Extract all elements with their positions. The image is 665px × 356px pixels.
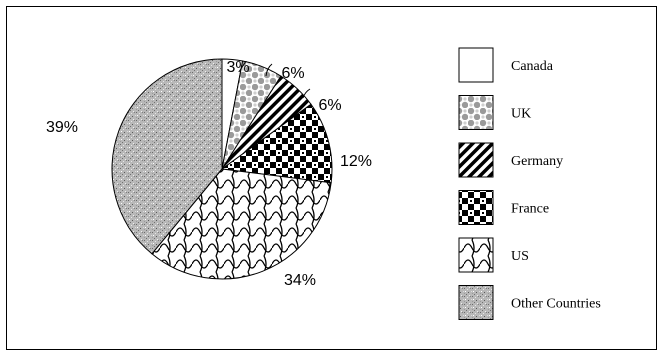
legend-label: France bbox=[511, 202, 549, 217]
pie-slice-other-countries bbox=[111, 58, 223, 255]
legend-swatch bbox=[458, 237, 494, 273]
legend-swatch bbox=[458, 285, 494, 320]
slice-value-label: 6% bbox=[281, 65, 304, 82]
legend-label: Canada bbox=[511, 59, 554, 74]
legend-label: UK bbox=[511, 107, 531, 122]
slice-value-label: 39% bbox=[46, 119, 78, 136]
legend-swatch bbox=[458, 142, 494, 178]
slice-value-label: 6% bbox=[318, 97, 341, 114]
slice-value-label: 12% bbox=[340, 153, 372, 170]
pie-slice-france bbox=[220, 103, 333, 184]
legend-label: Germany bbox=[511, 154, 563, 169]
legend-label: US bbox=[511, 249, 529, 264]
pie-slices bbox=[111, 58, 333, 280]
leader-line bbox=[265, 63, 273, 77]
legend-swatch bbox=[458, 47, 494, 83]
chart-frame bbox=[6, 6, 657, 350]
legend-swatch bbox=[458, 190, 494, 225]
legend-swatch bbox=[458, 95, 494, 130]
slice-value-label: 3% bbox=[226, 59, 249, 76]
legend: Canada UK Germany France US Other Countries bbox=[458, 47, 601, 320]
slice-value-label: 34% bbox=[284, 272, 316, 289]
pie-value-labels: 3% 6% 6% 12% 34% 39% bbox=[46, 59, 372, 289]
leader-line bbox=[302, 88, 311, 99]
pie-slice-us bbox=[151, 168, 332, 280]
legend-label: Other Countries bbox=[511, 297, 601, 312]
